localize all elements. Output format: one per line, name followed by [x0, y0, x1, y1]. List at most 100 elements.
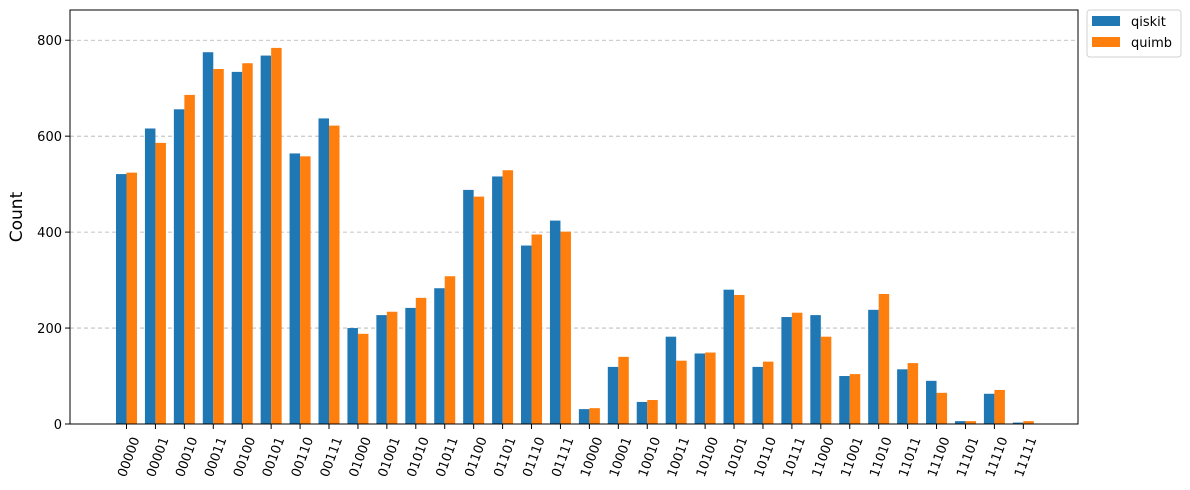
x-tick-label: 00010 — [173, 435, 201, 479]
bar-qiskit — [983, 393, 995, 424]
x-tick-label: 01010 — [405, 435, 433, 479]
bar-qiskit — [231, 71, 243, 424]
x-axis: 00000 00001 00010 00011 00100 00101 00110 00111… — [115, 424, 1040, 479]
bar-quimb — [415, 297, 427, 424]
x-tick-label: 00001 — [144, 435, 172, 479]
legend: qiskit quimb — [1086, 9, 1182, 58]
x-tick-label: 00100 — [231, 435, 259, 479]
x-tick-label: 10111 — [781, 435, 809, 479]
bar-quimb — [936, 392, 948, 424]
y-tick-label: 0 — [54, 418, 62, 433]
bar-quimb — [184, 94, 195, 425]
bar-qiskit — [173, 109, 185, 425]
bar-quimb — [762, 361, 774, 424]
bar-qiskit — [202, 52, 214, 425]
bar-quimb — [965, 421, 976, 424]
bar-qiskit — [492, 176, 503, 424]
x-tick-label: 10000 — [578, 435, 606, 479]
bar-quimb — [705, 352, 716, 424]
x-tick-label: 01110 — [520, 435, 548, 479]
bar-qiskit — [144, 128, 156, 424]
bar-qiskit — [463, 189, 474, 424]
bar-qiskit — [607, 366, 619, 424]
x-tick-label: 11101 — [954, 435, 982, 479]
x-tick-label: 11011 — [896, 435, 924, 479]
bar-qiskit — [868, 309, 879, 424]
bar-qiskit — [549, 220, 561, 424]
bar-qiskit — [752, 366, 763, 424]
x-tick-label: 10101 — [723, 435, 751, 479]
x-tick-label: 11110 — [983, 435, 1011, 479]
x-tick-label: 11010 — [867, 435, 895, 479]
bar-qiskit — [665, 336, 677, 424]
x-tick-label: 00011 — [202, 435, 230, 479]
y-tick-label: 400 — [37, 226, 62, 241]
x-tick-label: 10011 — [665, 435, 693, 479]
bar-qiskit — [521, 245, 532, 424]
bar-quimb — [126, 172, 137, 424]
bar-quimb — [242, 63, 253, 424]
x-tick-label: 01001 — [376, 435, 404, 479]
bar-qiskit — [578, 409, 590, 424]
bar-quimb — [994, 389, 1005, 424]
x-tick-label: 01100 — [462, 435, 490, 479]
bar-quimb — [560, 231, 571, 424]
bar-quimb — [849, 374, 861, 424]
bar-quimb — [213, 69, 224, 424]
legend-label-qiskit: qiskit — [1131, 15, 1166, 30]
x-tick-label: 00111 — [318, 435, 346, 479]
y-tick-label: 800 — [37, 34, 62, 49]
bar-quimb — [357, 333, 369, 424]
y-axis-title: Count — [7, 191, 27, 242]
bar-qiskit — [954, 421, 966, 424]
bar-qiskit — [694, 353, 706, 424]
x-tick-label: 11111 — [1012, 435, 1040, 479]
bar-qiskit — [1012, 422, 1024, 424]
x-tick-label: 10010 — [636, 435, 664, 479]
bar-qiskit — [636, 401, 648, 424]
bar-qiskit — [318, 118, 330, 425]
bar-quimb — [820, 336, 832, 424]
legend-label-quimb: quimb — [1131, 36, 1172, 51]
y-tick-label: 200 — [37, 322, 62, 337]
bar-quimb — [271, 47, 282, 424]
y-tick-label: 600 — [37, 130, 62, 145]
bar-qiskit — [434, 288, 445, 424]
x-tick-label: 01000 — [347, 435, 375, 479]
x-tick-label: 11000 — [810, 435, 838, 479]
bar-quimb — [878, 293, 890, 424]
bar-quimb — [734, 294, 745, 424]
bar-quimb — [1023, 421, 1034, 424]
bar-quimb — [155, 142, 166, 424]
bar-quimb — [444, 276, 456, 424]
bar-qiskit — [810, 315, 821, 424]
bar-qiskit — [260, 55, 272, 425]
x-tick-label: 11001 — [839, 435, 867, 479]
x-tick-label: 11100 — [925, 435, 953, 479]
bar-qiskit — [926, 380, 937, 424]
x-tick-label: 01011 — [434, 435, 462, 479]
bar-quimb — [502, 170, 514, 424]
x-tick-label: 10001 — [607, 435, 635, 479]
x-tick-label: 00110 — [289, 435, 317, 479]
plot-frame — [69, 9, 1079, 425]
bar-qiskit — [405, 307, 416, 424]
legend-swatch-quimb — [1092, 37, 1120, 47]
legend-swatch-qiskit — [1092, 16, 1120, 26]
bar-quimb — [907, 363, 919, 424]
x-tick-label: 10100 — [694, 435, 722, 479]
y-axis: 0 200 400 600 800 — [37, 34, 70, 433]
bars — [116, 47, 1034, 425]
bar-quimb — [473, 196, 485, 424]
bar-qiskit — [723, 289, 735, 424]
bar-quimb — [300, 156, 311, 424]
bar-quimb — [618, 356, 629, 424]
x-tick-label: 10110 — [752, 435, 780, 479]
bar-qiskit — [376, 315, 387, 424]
bar-quimb — [329, 125, 340, 424]
bar-quimb — [531, 234, 543, 424]
bar-qiskit — [897, 369, 908, 424]
bar-qiskit — [839, 376, 850, 424]
bar-qiskit — [781, 317, 792, 424]
